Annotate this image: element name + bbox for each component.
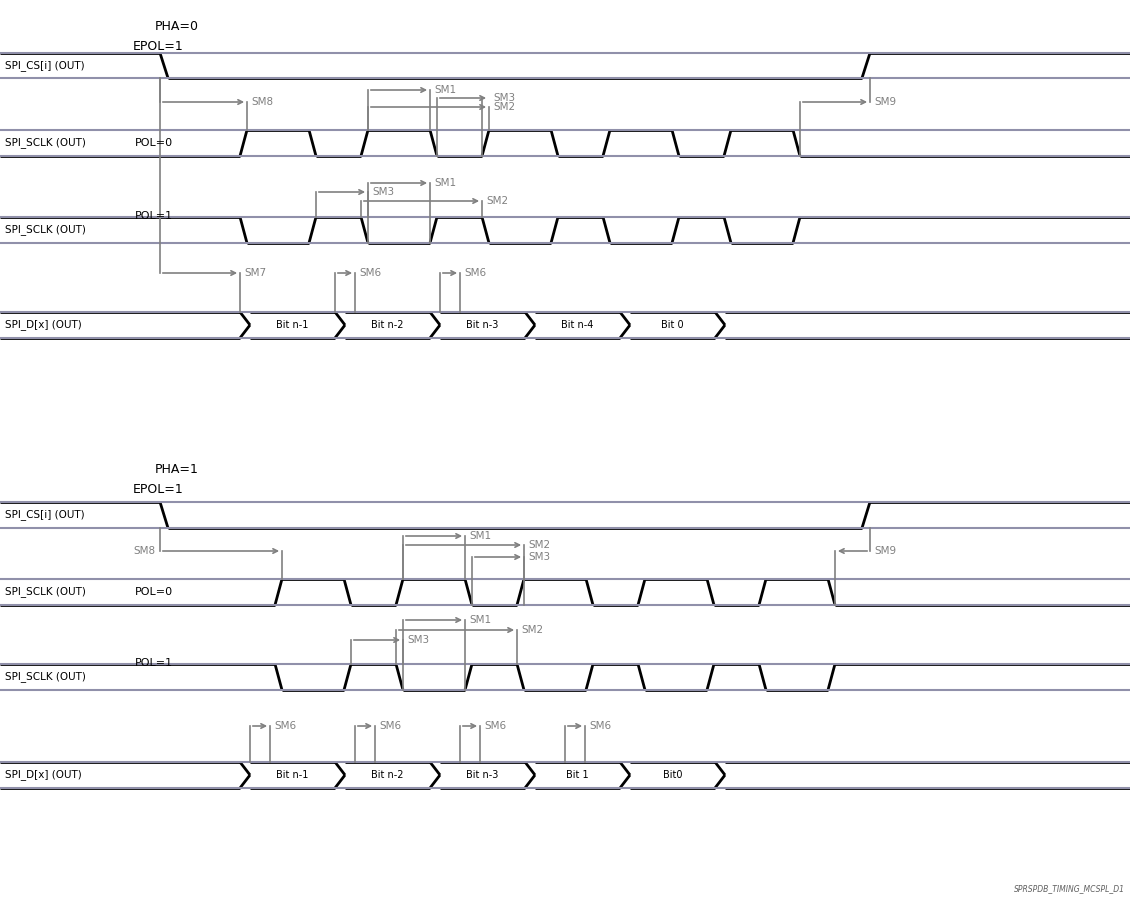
Text: Bit n-2: Bit n-2 <box>372 320 403 330</box>
Text: Bit n-1: Bit n-1 <box>277 320 308 330</box>
Text: SPI_D[x] (OUT): SPI_D[x] (OUT) <box>5 770 81 780</box>
Text: SM1: SM1 <box>469 531 492 541</box>
Text: POL=0: POL=0 <box>134 587 173 597</box>
Text: POL=0: POL=0 <box>134 138 173 148</box>
Text: Bit n-1: Bit n-1 <box>277 770 308 780</box>
Text: SM7: SM7 <box>244 268 267 278</box>
Text: SPI_D[x] (OUT): SPI_D[x] (OUT) <box>5 320 81 330</box>
Text: SM3: SM3 <box>407 635 429 645</box>
Text: SM6: SM6 <box>484 721 506 731</box>
Text: SM3: SM3 <box>372 187 394 197</box>
Text: Bit n-3: Bit n-3 <box>467 770 498 780</box>
Text: SM2: SM2 <box>493 102 515 112</box>
Text: POL=1: POL=1 <box>134 211 173 221</box>
Text: Bit n-3: Bit n-3 <box>467 320 498 330</box>
Text: SM2: SM2 <box>528 540 550 550</box>
Text: SM6: SM6 <box>273 721 296 731</box>
Text: Bit n-4: Bit n-4 <box>562 320 593 330</box>
Text: Bit0: Bit0 <box>663 770 683 780</box>
Text: SM6: SM6 <box>464 268 486 278</box>
Text: EPOL=1: EPOL=1 <box>133 483 184 496</box>
Text: Bit 1: Bit 1 <box>566 770 589 780</box>
Text: SPI_SCLK (OUT): SPI_SCLK (OUT) <box>5 224 86 235</box>
Text: SM2: SM2 <box>521 625 544 635</box>
Text: PHA=1: PHA=1 <box>155 463 199 476</box>
Text: SM3: SM3 <box>493 93 515 103</box>
Text: SM1: SM1 <box>469 615 492 625</box>
Text: Bit n-2: Bit n-2 <box>372 770 403 780</box>
Text: SM3: SM3 <box>528 552 550 562</box>
Text: SPI_CS[i] (OUT): SPI_CS[i] (OUT) <box>5 509 85 521</box>
Text: PHA=0: PHA=0 <box>155 20 199 33</box>
Text: SPRSPDB_TIMING_MCSPL_D1: SPRSPDB_TIMING_MCSPL_D1 <box>1014 884 1125 893</box>
Text: SM1: SM1 <box>434 178 457 188</box>
Text: SPI_CS[i] (OUT): SPI_CS[i] (OUT) <box>5 60 85 71</box>
Text: SPI_SCLK (OUT): SPI_SCLK (OUT) <box>5 137 86 148</box>
Text: SPI_SCLK (OUT): SPI_SCLK (OUT) <box>5 672 86 682</box>
Text: EPOL=1: EPOL=1 <box>133 40 184 53</box>
Text: SM9: SM9 <box>873 97 896 107</box>
Text: Bit 0: Bit 0 <box>661 320 684 330</box>
Text: SM9: SM9 <box>873 546 896 556</box>
Text: SM1: SM1 <box>434 85 457 95</box>
Text: SM8: SM8 <box>133 546 156 556</box>
Text: SM6: SM6 <box>379 721 401 731</box>
Text: SM6: SM6 <box>589 721 611 731</box>
Text: SPI_SCLK (OUT): SPI_SCLK (OUT) <box>5 586 86 597</box>
Text: SM2: SM2 <box>486 196 508 206</box>
Text: SM6: SM6 <box>359 268 381 278</box>
Text: SM8: SM8 <box>251 97 273 107</box>
Text: POL=1: POL=1 <box>134 658 173 668</box>
